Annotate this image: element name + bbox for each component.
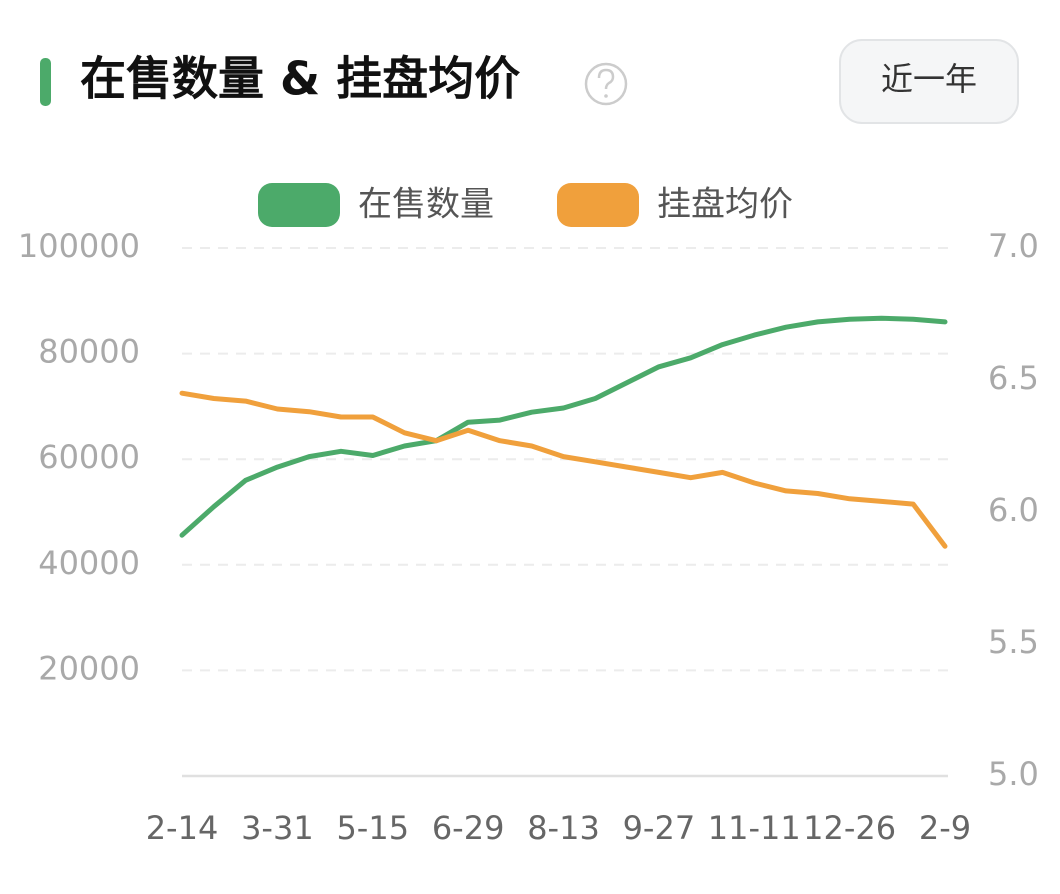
y2-tick-label: 6.5 xyxy=(988,359,1039,397)
series-line xyxy=(179,315,948,538)
help-glyph xyxy=(597,68,615,90)
y2-tick-label: 6.0 xyxy=(988,491,1039,529)
help-dot xyxy=(604,94,608,98)
x-tick-label: 2-14 xyxy=(146,809,219,847)
button-bg xyxy=(839,39,1019,124)
help-icon[interactable] xyxy=(584,62,628,106)
button-label[interactable]: 近一年 xyxy=(881,60,977,98)
x-tick-label: 6-29 xyxy=(432,809,505,847)
x-tick-label: 11-11 xyxy=(708,809,801,847)
y-tick-label: 80000 xyxy=(38,333,140,371)
y-tick-label: 20000 xyxy=(38,649,140,687)
x-tick-label: 9-27 xyxy=(623,809,696,847)
y-tick-label: 60000 xyxy=(38,438,140,476)
title-accent xyxy=(40,58,51,106)
help-circle xyxy=(584,62,628,106)
x-tick-label: 5-15 xyxy=(336,809,409,847)
legend-swatch xyxy=(258,183,340,227)
y2-tick-label: 7.0 xyxy=(988,227,1039,265)
x-tick-label: 12-26 xyxy=(803,809,896,847)
y2-tick-label: 5.5 xyxy=(988,623,1039,661)
legend-label: 在售数量 xyxy=(358,185,494,225)
y-tick-label: 40000 xyxy=(38,544,140,582)
legend-swatch xyxy=(557,183,639,227)
y2-tick-label: 5.0 xyxy=(988,755,1039,793)
x-tick-label: 3-31 xyxy=(241,809,314,847)
y-tick-label: 100000 xyxy=(18,227,140,265)
chart-title: 在售数量 & 挂盘均价 xyxy=(80,52,520,106)
range-button[interactable]: 近一年 xyxy=(839,39,1019,124)
x-tick-label: 8-13 xyxy=(527,809,600,847)
x-tick-label: 2-9 xyxy=(919,809,971,847)
series-line xyxy=(179,390,948,549)
legend-label: 挂盘均价 xyxy=(657,185,793,225)
